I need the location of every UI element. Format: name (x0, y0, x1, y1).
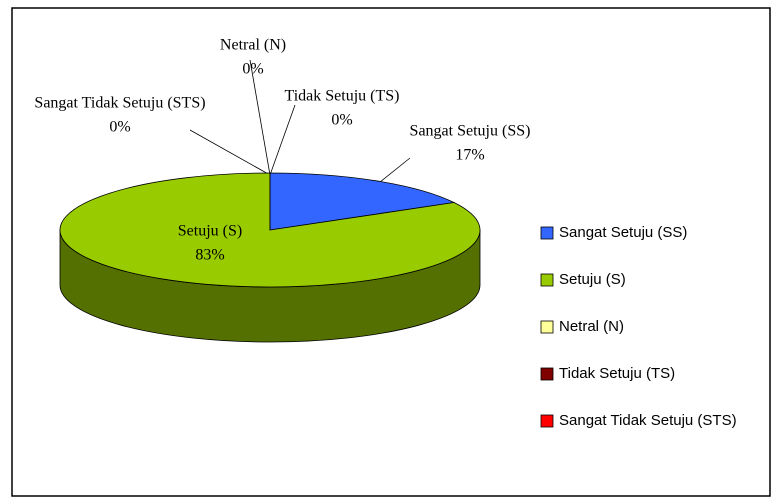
legend-label: Setuju (S) (559, 271, 626, 288)
data-label-name: Tidak Setuju (TS) (285, 88, 400, 105)
legend-label: Sangat Setuju (SS) (559, 224, 687, 241)
data-label-name: Sangat Tidak Setuju (STS) (34, 95, 205, 112)
data-label-value: 83% (195, 247, 224, 264)
legend-label: Sangat Tidak Setuju (STS) (559, 412, 737, 429)
data-label-name: Sangat Setuju (SS) (410, 123, 531, 140)
legend-swatch (540, 273, 554, 287)
data-label-value: 17% (455, 147, 484, 164)
data-label-value: 0% (331, 112, 352, 129)
legend-swatch (540, 226, 554, 240)
legend-swatch (540, 367, 554, 381)
data-label-value: 0% (109, 119, 130, 136)
legend-label: Tidak Setuju (TS) (559, 365, 675, 382)
pie-tops (59, 172, 481, 288)
legend-swatch (540, 414, 554, 428)
leader-lines (189, 59, 411, 183)
data-label-value: 0% (242, 61, 263, 78)
data-label-name: Netral (N) (220, 37, 286, 54)
data-label-name: Setuju (S) (178, 223, 242, 240)
legend-label: Netral (N) (559, 318, 624, 335)
legend-swatch (540, 320, 554, 334)
pie-slice (269, 172, 456, 231)
